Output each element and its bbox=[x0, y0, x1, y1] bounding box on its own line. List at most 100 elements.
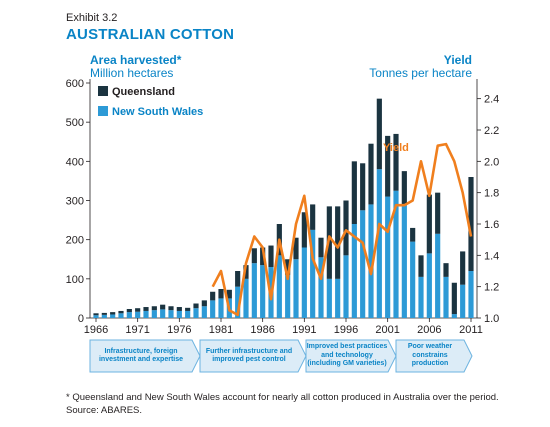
right-tick-label: 1.2 bbox=[484, 282, 499, 294]
bar-new-south-wales bbox=[176, 310, 182, 318]
left-tick-label: 0 bbox=[78, 313, 84, 325]
left-tick-label: 200 bbox=[66, 235, 84, 247]
bar-new-south-wales bbox=[235, 286, 241, 318]
bar-new-south-wales bbox=[360, 210, 366, 318]
bar-queensland bbox=[201, 300, 207, 307]
x-tick-label: 1971 bbox=[125, 324, 149, 336]
bar-new-south-wales bbox=[143, 310, 149, 318]
bar-new-south-wales bbox=[185, 310, 191, 318]
bar-queensland bbox=[468, 177, 474, 271]
bar-new-south-wales bbox=[126, 312, 132, 318]
bar-new-south-wales bbox=[168, 310, 174, 318]
bar-queensland bbox=[301, 212, 307, 248]
bar-queensland bbox=[260, 247, 266, 266]
bar-new-south-wales bbox=[401, 204, 407, 318]
bar-new-south-wales bbox=[151, 310, 157, 318]
bar-queensland bbox=[393, 133, 399, 191]
bar-new-south-wales bbox=[110, 314, 116, 318]
x-tick-label: 2011 bbox=[459, 324, 483, 336]
exhibit-label: Exhibit 3.2 bbox=[66, 12, 118, 24]
bar-new-south-wales bbox=[426, 253, 432, 318]
bar-queensland bbox=[185, 307, 191, 311]
bar-queensland bbox=[101, 312, 107, 315]
bar-queensland bbox=[443, 263, 449, 277]
bar-new-south-wales bbox=[210, 300, 216, 318]
bar-new-south-wales bbox=[318, 257, 324, 318]
left-axis-unit: Million hectares bbox=[90, 66, 174, 80]
x-tick-label: 2006 bbox=[417, 324, 441, 336]
bar-new-south-wales bbox=[343, 255, 349, 318]
x-tick-label: 1996 bbox=[334, 324, 358, 336]
right-tick-label: 1.4 bbox=[484, 250, 499, 262]
yield-line bbox=[211, 142, 473, 317]
stage-arrow bbox=[305, 339, 397, 373]
right-tick-label: 2.4 bbox=[484, 94, 499, 106]
bar-new-south-wales bbox=[285, 274, 291, 318]
right-tick-label: 1.6 bbox=[484, 219, 499, 231]
bar-new-south-wales bbox=[368, 204, 374, 318]
bar-queensland bbox=[360, 163, 366, 211]
bar-queensland bbox=[335, 206, 341, 279]
yield-annotation: Yield bbox=[383, 142, 409, 154]
bar-new-south-wales bbox=[260, 265, 266, 318]
stage-2: Further infrastructure and improved pest… bbox=[205, 347, 293, 364]
x-tick-label: 1981 bbox=[209, 324, 233, 336]
bar-queensland bbox=[418, 255, 424, 277]
bar-new-south-wales bbox=[160, 309, 166, 318]
stage-4: Poor weather constrains production bbox=[407, 343, 453, 368]
bar-queensland bbox=[168, 306, 174, 311]
left-tick-label: 400 bbox=[66, 156, 84, 168]
stage-arrow bbox=[199, 339, 307, 373]
bar-new-south-wales bbox=[193, 308, 199, 318]
left-tick-label: 100 bbox=[66, 274, 84, 286]
x-tick-label: 1986 bbox=[250, 324, 274, 336]
bar-new-south-wales bbox=[293, 259, 299, 318]
bar-new-south-wales bbox=[218, 298, 224, 318]
bar-queensland bbox=[210, 291, 216, 301]
x-tick-label: 1991 bbox=[292, 324, 316, 336]
bar-new-south-wales bbox=[435, 233, 441, 318]
bar-queensland bbox=[251, 248, 257, 264]
left-tick-label: 500 bbox=[66, 117, 84, 129]
bar-queensland bbox=[376, 98, 382, 170]
bar-queensland bbox=[118, 310, 124, 314]
bar-queensland bbox=[435, 192, 441, 234]
bar-new-south-wales bbox=[460, 284, 466, 318]
bar-new-south-wales bbox=[243, 278, 249, 318]
bar-new-south-wales bbox=[443, 276, 449, 318]
right-tick-label: 1.8 bbox=[484, 188, 499, 200]
bar-queensland bbox=[460, 251, 466, 285]
stage-arrow bbox=[89, 339, 201, 373]
bar-queensland bbox=[110, 312, 116, 315]
bar-new-south-wales bbox=[276, 255, 282, 318]
bar-new-south-wales bbox=[118, 313, 124, 318]
bar-queensland bbox=[235, 271, 241, 287]
bar-queensland bbox=[385, 135, 391, 197]
bar-new-south-wales bbox=[310, 229, 316, 318]
bar-queensland bbox=[368, 143, 374, 205]
bar-queensland bbox=[343, 200, 349, 256]
right-tick-label: 1.0 bbox=[484, 313, 499, 325]
left-tick-label: 300 bbox=[66, 196, 84, 208]
bar-queensland bbox=[426, 194, 432, 254]
bar-new-south-wales bbox=[385, 196, 391, 318]
bar-queensland bbox=[243, 265, 249, 279]
source-note: Source: ABARES. bbox=[66, 405, 143, 416]
right-tick-label: 2.2 bbox=[484, 125, 499, 137]
stage-1: Infrastructure, foreign investment and e… bbox=[98, 347, 184, 364]
bar-queensland bbox=[318, 237, 324, 258]
chart-title: AUSTRALIAN COTTON bbox=[66, 26, 235, 43]
footnote: * Queensland and New South Wales account… bbox=[66, 392, 499, 403]
stage-3: Improved best practices and technology (… bbox=[306, 343, 388, 368]
bar-queensland bbox=[401, 171, 407, 205]
bar-new-south-wales bbox=[418, 276, 424, 318]
stage-arrow bbox=[395, 339, 473, 373]
bar-new-south-wales bbox=[451, 314, 457, 318]
bar-queensland bbox=[193, 303, 199, 309]
bar-queensland bbox=[93, 313, 99, 316]
right-tick-label: 2.0 bbox=[484, 156, 499, 168]
bar-queensland bbox=[410, 227, 416, 242]
left-axis-title: Area harvested* bbox=[90, 53, 182, 67]
bar-new-south-wales bbox=[101, 314, 107, 318]
